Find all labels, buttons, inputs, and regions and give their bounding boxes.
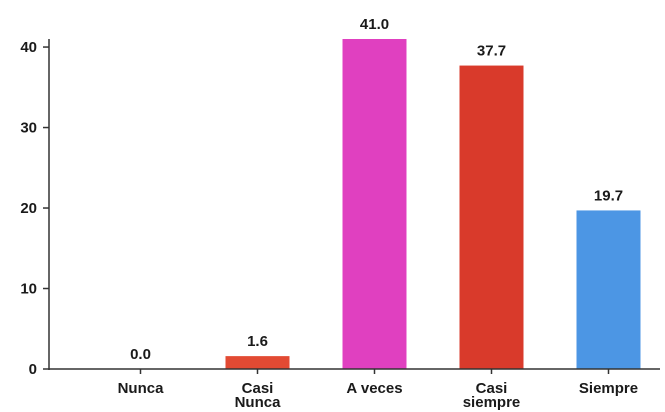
- x-tick-label: Nunca: [118, 380, 165, 397]
- bars: 0.0 1.6 41.0 37.7 19.7: [130, 16, 641, 369]
- data-label: 0.0: [130, 346, 151, 363]
- data-label: 41.0: [360, 16, 389, 33]
- y-axis: 0 10 20 30 40: [20, 39, 50, 378]
- bar: [225, 356, 290, 369]
- y-tick-label: 20: [20, 200, 37, 217]
- y-tick-label: 0: [29, 361, 37, 378]
- y-tick-label: 10: [20, 281, 37, 298]
- x-tick-label: Nunca: [235, 394, 282, 411]
- y-tick-label: 40: [20, 39, 37, 56]
- x-tick-label: Casi: [476, 380, 508, 397]
- bar: [576, 210, 641, 369]
- data-label: 19.7: [594, 187, 623, 204]
- y-tick-label: 30: [20, 120, 37, 137]
- bar: [342, 39, 407, 369]
- data-label: 1.6: [247, 333, 268, 350]
- x-tick-label: Casi: [242, 380, 274, 397]
- x-tick-label: Siempre: [579, 380, 638, 397]
- x-tick-label: A veces: [346, 380, 402, 397]
- data-label: 37.7: [477, 43, 506, 60]
- x-tick-label: siempre: [463, 394, 521, 411]
- bar: [459, 65, 524, 369]
